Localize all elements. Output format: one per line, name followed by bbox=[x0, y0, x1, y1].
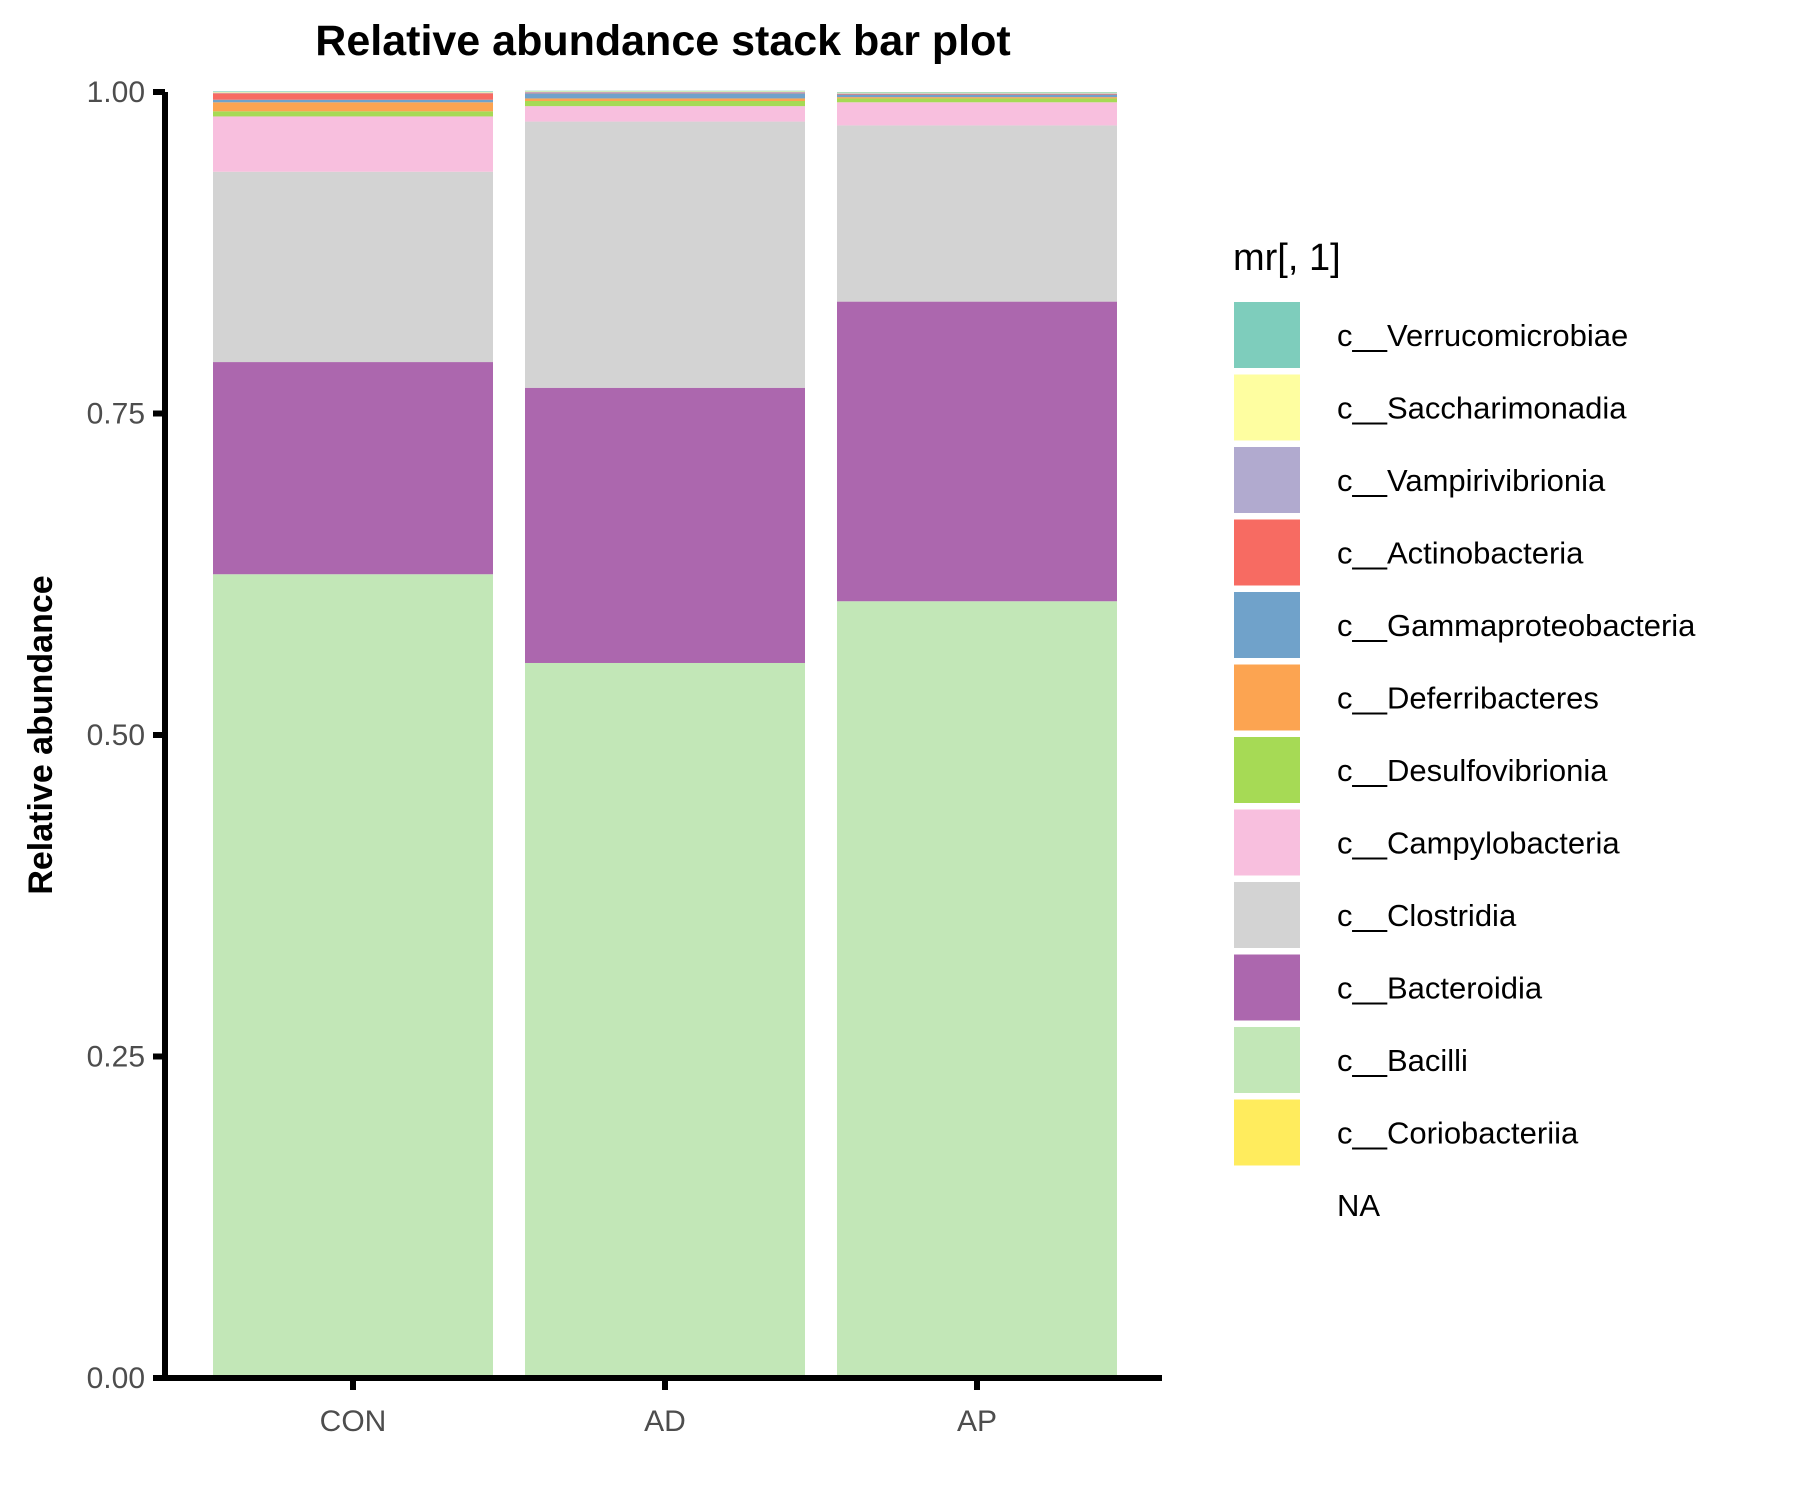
legend-label: c__Actinobacteria bbox=[1337, 536, 1584, 571]
bar-segment-c-verrucomicrobiae-ad bbox=[525, 90, 805, 92]
y-tick-label: 0.50 bbox=[87, 719, 145, 752]
legend-label: c__Bacteroidia bbox=[1337, 971, 1543, 1006]
bar-segment-c-bacteroidia-con bbox=[213, 362, 493, 575]
axes-layer: 0.00 0.25 0.50 0.75 1.00 CON AD AP bbox=[87, 76, 1162, 1438]
legend-label: NA bbox=[1337, 1188, 1380, 1223]
legend-label: c__Desulfovibrionia bbox=[1337, 753, 1608, 788]
legend-title: mr[, 1] bbox=[1233, 237, 1341, 279]
legend-item: c__Vampirivibrionia bbox=[1234, 447, 1606, 513]
bar-segment-c-deferribacteres-ap bbox=[837, 97, 1117, 99]
legend-label: c__Campylobacteria bbox=[1337, 826, 1620, 861]
bar-segment-c-gammaproteobacteria-ap bbox=[837, 94, 1117, 98]
x-tick-label-ap: AP bbox=[957, 1405, 997, 1438]
legend-item: NA bbox=[1337, 1188, 1380, 1223]
legend-item: c__Campylobacteria bbox=[1234, 809, 1620, 876]
legend-swatch bbox=[1234, 1027, 1300, 1093]
bar-segment-c-actinobacteria-con bbox=[213, 93, 493, 100]
bars-layer bbox=[213, 90, 1117, 1378]
bar-segment-c-actinobacteria-ap bbox=[837, 93, 1117, 95]
bar-segment-c-bacilli-ad bbox=[525, 662, 805, 1378]
legend-swatch bbox=[1234, 809, 1300, 876]
bar-segment-c-saccharimonadia-ap bbox=[837, 92, 1117, 94]
legend-item: c__Desulfovibrionia bbox=[1234, 737, 1608, 803]
bar-segment-c-saccharimonadia-ad bbox=[525, 91, 805, 92]
legend-item: c__Clostridia bbox=[1234, 882, 1517, 948]
x-tick-label-ad: AD bbox=[644, 1405, 686, 1438]
legend-swatch bbox=[1234, 447, 1300, 513]
legend-swatch bbox=[1234, 592, 1300, 658]
bar-segment-c-desulfovibrionia-ap bbox=[837, 98, 1117, 103]
bar-segment-c-bacilli-con bbox=[213, 574, 493, 1378]
bar-segment-c-vampirivibrionia-ad bbox=[525, 92, 805, 93]
y-tick-label: 1.00 bbox=[87, 76, 145, 109]
bar-segment-c-bacteroidia-ad bbox=[525, 387, 805, 663]
legend-swatch bbox=[1234, 737, 1300, 803]
legend-label: c__Verrucomicrobiae bbox=[1337, 318, 1628, 353]
legend-item: c__Verrucomicrobiae bbox=[1234, 302, 1628, 368]
legend-swatch bbox=[1234, 519, 1300, 586]
legend-label: c__Deferribacteres bbox=[1337, 681, 1599, 716]
legend-item: c__Bacteroidia bbox=[1234, 954, 1543, 1021]
legend-label: c__Vampirivibrionia bbox=[1337, 463, 1606, 498]
legend-item: c__Actinobacteria bbox=[1234, 519, 1584, 586]
bar-segment-c-bacteroidia-ap bbox=[837, 301, 1117, 602]
bar-segment-c-campylobacteria-con bbox=[213, 116, 493, 172]
x-tick-label-con: CON bbox=[320, 1405, 387, 1438]
legend-label: c__Saccharimonadia bbox=[1337, 391, 1627, 426]
legend-item: c__Coriobacteriia bbox=[1234, 1099, 1579, 1166]
legend-label: c__Coriobacteriia bbox=[1337, 1116, 1579, 1151]
legend-swatch bbox=[1234, 302, 1300, 368]
legend-item: c__Deferribacteres bbox=[1234, 664, 1599, 731]
legend-label: c__Clostridia bbox=[1337, 898, 1517, 933]
bar-segment-c-campylobacteria-ad bbox=[525, 106, 805, 122]
legend-swatch bbox=[1234, 954, 1300, 1021]
bar-segment-c-bacilli-ap bbox=[837, 601, 1117, 1378]
bar-segment-c-vampirivibrionia-con bbox=[213, 92, 493, 94]
legend-item: c__Saccharimonadia bbox=[1234, 374, 1627, 441]
bar-segment-c-saccharimonadia-con bbox=[213, 92, 493, 93]
legend-swatch bbox=[1234, 374, 1300, 441]
bar-segment-c-vampirivibrionia-ap bbox=[837, 93, 1117, 94]
legend-swatch bbox=[1234, 664, 1300, 731]
legend-label: c__Bacilli bbox=[1337, 1043, 1468, 1078]
legend-item: c__Bacilli bbox=[1234, 1027, 1468, 1093]
bar-segment-c-clostridia-ap bbox=[837, 125, 1117, 302]
bar-segment-c-clostridia-ad bbox=[525, 121, 805, 388]
bar-segment-c-gammaproteobacteria-ad bbox=[525, 93, 805, 99]
y-tick-label: 0.00 bbox=[87, 1362, 145, 1395]
legend-swatch bbox=[1234, 1099, 1300, 1166]
bar-segment-c-gammaproteobacteria-con bbox=[213, 99, 493, 103]
bar-stack-ap bbox=[837, 92, 1117, 1378]
legend-item: c__Gammaproteobacteria bbox=[1234, 592, 1696, 658]
bar-segment-c-desulfovibrionia-con bbox=[213, 111, 493, 117]
bar-segment-c-campylobacteria-ap bbox=[837, 102, 1117, 126]
bar-segment-c-verrucomicrobiae-ap bbox=[837, 92, 1117, 93]
bar-stack-ad bbox=[525, 90, 805, 1378]
chart-title: Relative abundance stack bar plot bbox=[315, 17, 1010, 65]
legend: mr[, 1] c__Verrucomicrobiae c__Saccharimo… bbox=[1233, 237, 1696, 1223]
bar-segment-c-desulfovibrionia-ad bbox=[525, 101, 805, 107]
bar-segment-c-actinobacteria-ad bbox=[525, 92, 805, 94]
y-axis-label: Relative abundance bbox=[22, 575, 60, 894]
y-tick-label: 0.75 bbox=[87, 398, 145, 431]
bar-segment-c-clostridia-con bbox=[213, 171, 493, 363]
legend-label: c__Gammaproteobacteria bbox=[1337, 608, 1696, 643]
bar-segment-c-deferribacteres-ad bbox=[525, 98, 805, 102]
legend-swatch bbox=[1234, 882, 1300, 948]
bar-segment-c-verrucomicrobiae-con bbox=[213, 91, 493, 92]
y-tick-label: 0.25 bbox=[87, 1041, 145, 1074]
bar-stack-con bbox=[213, 91, 493, 1378]
bar-segment-c-deferribacteres-con bbox=[213, 102, 493, 112]
